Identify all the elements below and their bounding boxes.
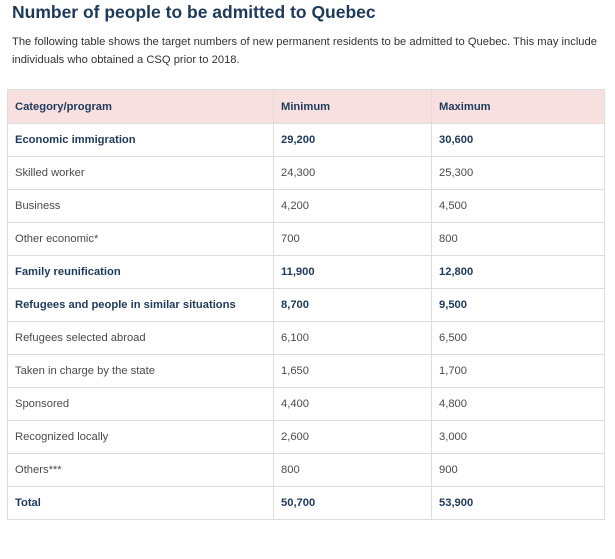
column-header-category: Category/program	[7, 89, 274, 124]
column-header-minimum: Minimum	[273, 89, 432, 124]
cell-category: Other economic*	[7, 222, 274, 256]
table-row: Refugees and people in similar situation…	[7, 288, 605, 322]
cell-minimum: 6,100	[273, 321, 432, 355]
cell-maximum: 53,900	[431, 486, 605, 520]
table-row: Business 4,200 4,500	[7, 189, 605, 223]
cell-minimum: 1,650	[273, 354, 432, 388]
cell-minimum: 4,200	[273, 189, 432, 223]
cell-category: Refugees selected abroad	[7, 321, 274, 355]
cell-minimum: 8,700	[273, 288, 432, 322]
cell-category: Family reunification	[7, 255, 274, 289]
cell-maximum: 3,000	[431, 420, 605, 454]
cell-minimum: 50,700	[273, 486, 432, 520]
table-row: Total 50,700 53,900	[7, 486, 605, 520]
column-header-maximum: Maximum	[431, 89, 605, 124]
table-row: Others*** 800 900	[7, 453, 605, 487]
cell-minimum: 4,400	[273, 387, 432, 421]
cell-category: Recognized locally	[7, 420, 274, 454]
table-row: Sponsored 4,400 4,800	[7, 387, 605, 421]
table-row: Other economic* 700 800	[7, 222, 605, 256]
table-row: Refugees selected abroad 6,100 6,500	[7, 321, 605, 355]
cell-category: Refugees and people in similar situation…	[7, 288, 274, 322]
cell-category: Others***	[7, 453, 274, 487]
cell-minimum: 2,600	[273, 420, 432, 454]
admissions-table: Category/program Minimum Maximum Economi…	[7, 89, 605, 520]
table-body: Economic immigration 29,200 30,600 Skilled …	[7, 123, 605, 520]
cell-minimum: 11,900	[273, 255, 432, 289]
cell-category: Total	[7, 486, 274, 520]
cell-category: Business	[7, 189, 274, 223]
intro-paragraph: The following table shows the target num…	[12, 36, 597, 66]
cell-maximum: 9,500	[431, 288, 605, 322]
cell-category: Skilled worker	[7, 156, 274, 190]
cell-maximum: 12,800	[431, 255, 605, 289]
cell-category: Taken in charge by the state	[7, 354, 274, 388]
cell-maximum: 4,500	[431, 189, 605, 223]
cell-minimum: 800	[273, 453, 432, 487]
table-row: Skilled worker 24,300 25,300	[7, 156, 605, 190]
table-row: Recognized locally 2,600 3,000	[7, 420, 605, 454]
cell-maximum: 25,300	[431, 156, 605, 190]
cell-category: Sponsored	[7, 387, 274, 421]
table-header-row: Category/program Minimum Maximum	[7, 89, 605, 124]
cell-category: Economic immigration	[7, 123, 274, 157]
cell-maximum: 1,700	[431, 354, 605, 388]
cell-minimum: 700	[273, 222, 432, 256]
table-row: Economic immigration 29,200 30,600	[7, 123, 605, 157]
cell-maximum: 6,500	[431, 321, 605, 355]
cell-maximum: 900	[431, 453, 605, 487]
cell-minimum: 24,300	[273, 156, 432, 190]
table-row: Taken in charge by the state 1,650 1,700	[7, 354, 605, 388]
admissions-table-container: Category/program Minimum Maximum Economi…	[7, 89, 605, 520]
cell-maximum: 4,800	[431, 387, 605, 421]
cell-minimum: 29,200	[273, 123, 432, 157]
page-title: Number of people to be admitted to Quebe…	[12, 2, 376, 22]
cell-maximum: 30,600	[431, 123, 605, 157]
table-row: Family reunification 11,900 12,800	[7, 255, 605, 289]
cell-maximum: 800	[431, 222, 605, 256]
